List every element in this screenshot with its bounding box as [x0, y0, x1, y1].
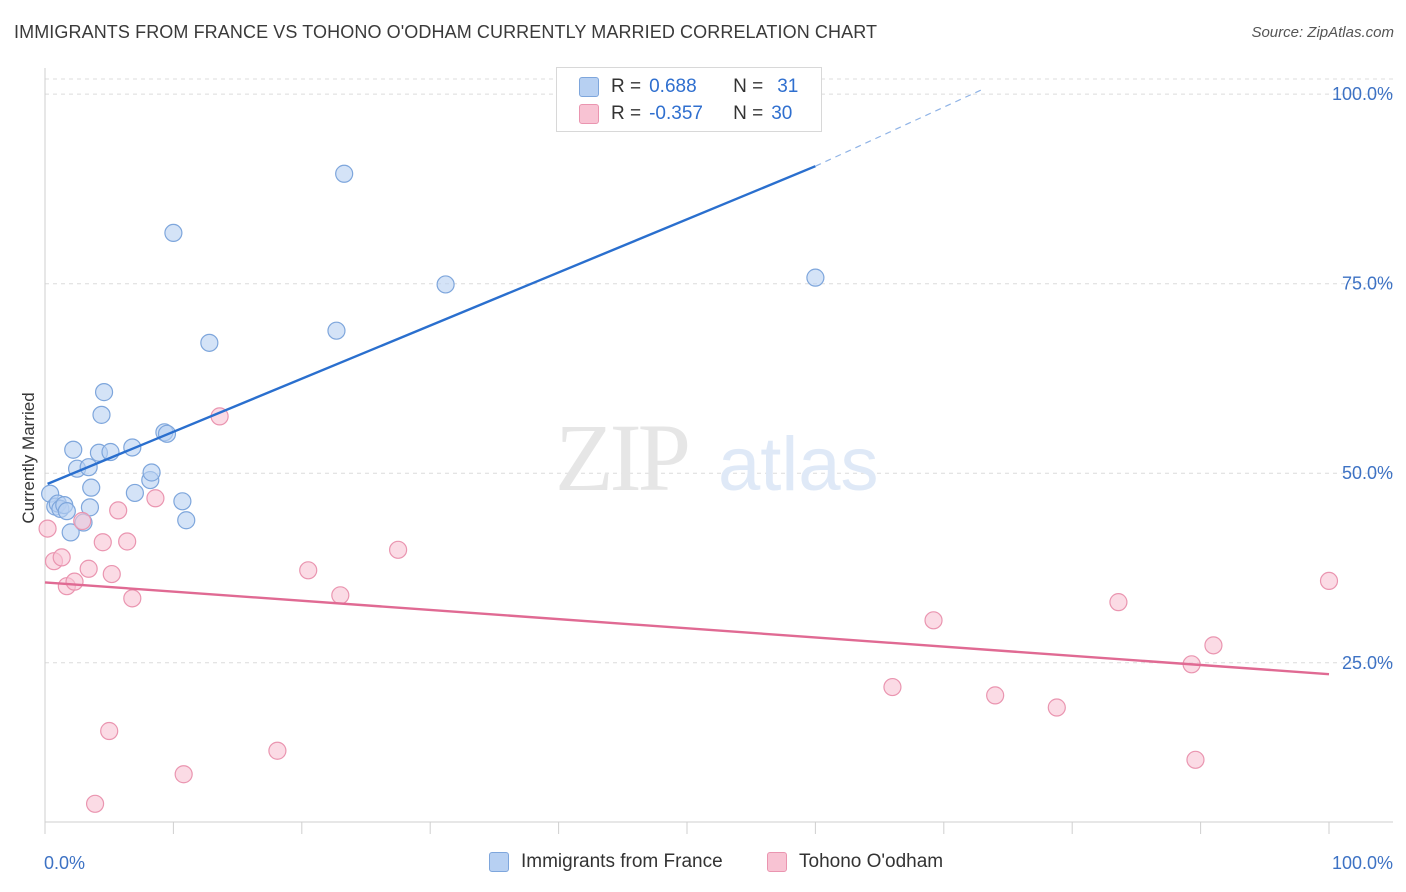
data-point-tohono: [65, 572, 84, 591]
trend-lines: [44, 88, 1330, 676]
data-point-france: [94, 383, 114, 402]
n-label: N =: [733, 76, 764, 97]
data-point-france: [142, 463, 161, 482]
data-point-tohono: [79, 559, 98, 578]
data-point-tohono: [174, 765, 193, 784]
data-point-france: [327, 321, 346, 340]
series-tohono-oodham: [38, 407, 1339, 813]
data-point-tohono: [73, 511, 92, 531]
y-tick-label: 50.0%: [1342, 463, 1393, 483]
pink-swatch: [579, 104, 599, 124]
stats-legend: R = 0.688 N = 31 R = -0.357 N = 30: [556, 67, 822, 132]
data-point-france: [173, 492, 192, 511]
tick-labels: 25.0% 50.0% 75.0% 100.0% 0.0% 100.0%: [44, 84, 1393, 873]
data-point-tohono: [93, 533, 112, 552]
y-tick-label: 100.0%: [1332, 84, 1393, 104]
watermark-atlas: atlas: [718, 422, 879, 507]
data-point-france: [57, 502, 76, 521]
data-point-france: [61, 523, 80, 542]
watermark: ZIP atlas: [555, 404, 879, 511]
data-point-tohono: [123, 589, 142, 608]
r-label: R =: [611, 76, 642, 97]
blue-swatch: [579, 77, 599, 97]
data-point-tohono: [1319, 571, 1339, 591]
data-point-tohono: [118, 532, 137, 551]
data-point-tohono: [109, 501, 128, 520]
data-point-tohono: [85, 794, 105, 813]
data-point-tohono: [1109, 593, 1128, 612]
chart-title: IMMIGRANTS FROM FRANCE VS TOHONO O'ODHAM…: [14, 22, 878, 42]
y-tick-label: 25.0%: [1342, 653, 1393, 673]
n-value-blue: 31: [777, 76, 799, 97]
data-point-tohono: [299, 561, 318, 580]
legend-label-tohono-oodham: Tohono O'odham: [799, 851, 944, 872]
axes: [44, 68, 1393, 834]
y-axis-label: Currently Married: [19, 392, 38, 523]
trend-line-france: [47, 165, 816, 485]
r-value-pink: -0.357: [649, 103, 703, 124]
legend-row-blue: R = 0.688 N = 31: [579, 74, 798, 100]
data-point-tohono: [331, 586, 350, 605]
data-point-tohono: [986, 686, 1005, 705]
series-immigrants-from-france: [41, 164, 825, 542]
data-point-tohono: [883, 677, 902, 697]
n-value-pink: 30: [771, 103, 793, 124]
source-credit: Source: ZipAtlas.com: [1251, 24, 1394, 41]
trend-line-france-extension: [815, 88, 984, 167]
data-point-france: [335, 164, 354, 183]
data-point-france: [177, 511, 196, 530]
grid-lines: [45, 78, 1393, 664]
data-point-tohono: [38, 519, 57, 538]
blue-swatch: [489, 852, 509, 872]
data-point-tohono: [924, 611, 943, 630]
data-point-france: [125, 483, 144, 503]
series-legend: Immigrants from France Tohono O'odham: [0, 851, 1406, 877]
data-point-tohono: [389, 540, 408, 559]
data-point-tohono: [1204, 636, 1223, 655]
trend-line-tohono: [44, 581, 1330, 676]
data-point-france: [436, 275, 455, 294]
data-point-france: [80, 498, 100, 517]
data-point-tohono: [1047, 698, 1066, 717]
pink-swatch: [767, 852, 787, 872]
n-label: N =: [733, 103, 764, 124]
data-point-france: [64, 440, 83, 459]
watermark-zip: ZIP: [555, 404, 688, 511]
r-label: R =: [611, 103, 642, 124]
data-point-france: [82, 478, 101, 497]
data-point-tohono: [52, 548, 71, 567]
legend-item-immigrants-from-france: Immigrants from France: [489, 851, 723, 873]
data-point-tohono: [1186, 750, 1205, 769]
x-tick-label: 100.0%: [1332, 853, 1393, 873]
data-point-france: [92, 405, 111, 424]
legend-item-tohono-oodham: Tohono O'odham: [767, 851, 943, 873]
x-tick-label: 0.0%: [44, 853, 85, 873]
r-value-blue: 0.688: [649, 76, 697, 97]
data-point-tohono: [146, 489, 165, 508]
data-point-tohono: [102, 564, 121, 584]
legend-label-immigrants-from-france: Immigrants from France: [521, 851, 723, 872]
data-point-france: [164, 223, 183, 243]
data-point-tohono: [268, 741, 287, 760]
data-point-france: [806, 268, 825, 287]
legend-row-pink: R = -0.357 N = 30: [579, 101, 792, 127]
data-point-tohono: [100, 721, 119, 741]
y-tick-label: 75.0%: [1342, 274, 1393, 294]
data-point-france: [200, 333, 219, 352]
